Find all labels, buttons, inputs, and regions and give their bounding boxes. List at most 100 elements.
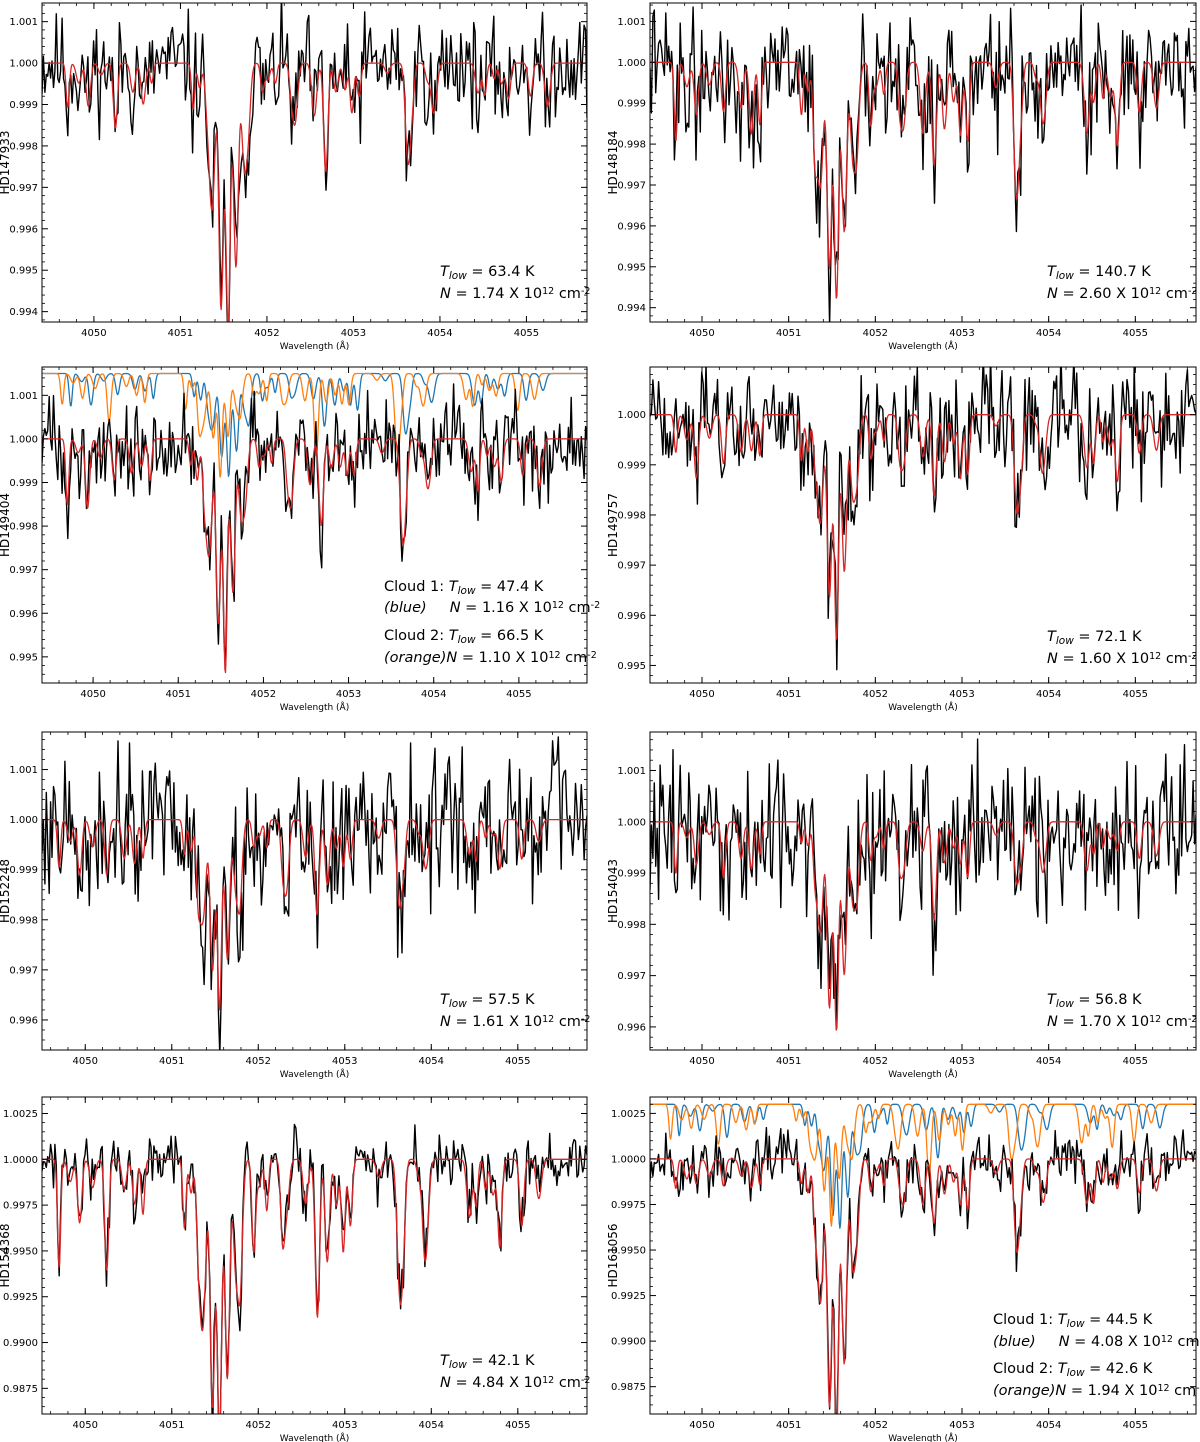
x-tick-label: 4052 xyxy=(251,689,276,700)
fit-annotation: Cloud 1: Tlow = 47.4 K xyxy=(384,579,544,597)
y-axis-label-star: HD152248 xyxy=(0,859,12,923)
x-tick-label: 4054 xyxy=(1036,1056,1061,1067)
x-tick-label: 4051 xyxy=(166,689,191,700)
fit-annotation: Tlow = 72.1 K xyxy=(1047,629,1142,647)
x-tick-label: 4051 xyxy=(776,328,801,339)
spectrum-panel-hd148184: 4050 4051 4052 4053 4054 4055 0.994 0.995 0.996 0… xyxy=(606,2,1197,352)
y-tick-label: 1.000 xyxy=(9,434,38,445)
x-axis-label: Wavelength (Å) xyxy=(280,340,349,352)
x-tick-label: 4050 xyxy=(689,689,714,700)
y-tick-label: 0.996 xyxy=(9,609,38,620)
x-tick-label: 4051 xyxy=(159,1420,184,1431)
x-tick-label: 4055 xyxy=(1123,328,1148,339)
cloud-2-model-line xyxy=(650,1103,1196,1227)
y-tick-label: 0.997 xyxy=(9,965,38,976)
y-tick-label: 1.001 xyxy=(9,765,38,776)
x-tick-label: 4051 xyxy=(159,1056,184,1067)
y-tick-label: 0.9925 xyxy=(611,1291,646,1302)
fit-annotation: Cloud 1: Tlow = 44.5 K xyxy=(993,1312,1153,1330)
x-tick-label: 4055 xyxy=(505,1056,530,1067)
observed-spectrum-line xyxy=(42,3,587,322)
x-tick-label: 4050 xyxy=(73,1420,98,1431)
y-tick-label: 0.9975 xyxy=(3,1201,38,1212)
fit-annotation: Cloud 2: Tlow = 42.6 K xyxy=(993,1361,1153,1379)
model-fit-line xyxy=(42,438,587,674)
cloud-2-model-line xyxy=(42,372,587,478)
y-tick-label: 0.999 xyxy=(617,869,646,880)
y-tick-label: 1.001 xyxy=(617,17,646,28)
fit-annotation: Tlow = 56.8 K xyxy=(1047,992,1142,1010)
spectrum-panel-hd154368: 4050 4051 4052 4053 4054 4055 0.9875 0.9900 0.99… xyxy=(0,1096,590,1442)
plot-area xyxy=(42,3,587,322)
x-tick-label: 4050 xyxy=(689,1420,714,1431)
fit-annotation: (blue) N = 1.16 X 1012 cm-2 xyxy=(384,600,600,616)
x-tick-label: 4051 xyxy=(776,1420,801,1431)
x-axis-label: Wavelength (Å) xyxy=(888,340,957,352)
y-tick-label: 1.001 xyxy=(617,766,646,777)
y-tick-label: 0.998 xyxy=(9,522,38,533)
observed-spectrum-line xyxy=(42,736,587,1050)
fit-annotation: Cloud 2: Tlow = 66.5 K xyxy=(384,628,544,646)
x-tick-label: 4055 xyxy=(1123,1420,1148,1431)
observed-spectrum-line xyxy=(42,383,587,667)
x-tick-label: 4053 xyxy=(949,689,974,700)
y-tick-label: 0.995 xyxy=(9,652,38,663)
x-tick-label: 4052 xyxy=(246,1056,271,1067)
model-fit-line xyxy=(42,818,587,1011)
plot-area xyxy=(650,367,1196,671)
y-tick-label: 0.9875 xyxy=(611,1382,646,1393)
y-tick-label: 0.998 xyxy=(617,920,646,931)
model-fit-line xyxy=(650,1158,1196,1414)
plot-area xyxy=(650,738,1196,1031)
y-axis-label-star: HD161056 xyxy=(606,1223,620,1287)
y-tick-label: 0.994 xyxy=(9,307,38,318)
x-tick-label: 4050 xyxy=(689,1056,714,1067)
y-tick-label: 0.998 xyxy=(617,510,646,521)
y-axis-label-star: HD147933 xyxy=(0,130,12,194)
y-tick-label: 0.997 xyxy=(617,561,646,572)
model-fit-line xyxy=(650,414,1196,640)
x-tick-label: 4053 xyxy=(332,1420,357,1431)
x-tick-label: 4055 xyxy=(1123,1056,1148,1067)
y-tick-label: 0.9975 xyxy=(611,1200,646,1211)
axes-frame xyxy=(41,731,588,1051)
model-fit-line xyxy=(650,821,1196,1031)
y-tick-label: 1.000 xyxy=(617,410,646,421)
y-tick-label: 0.995 xyxy=(9,266,38,277)
y-tick-label: 1.0025 xyxy=(611,1109,646,1120)
axes-frame xyxy=(41,1096,588,1415)
y-tick-label: 0.997 xyxy=(9,183,38,194)
x-tick-label: 4052 xyxy=(863,1420,888,1431)
fit-annotation: N = 1.74 X 1012 cm-2 xyxy=(440,286,590,302)
spectrum-panel-hd152248: 4050 4051 4052 4053 4054 4055 0.996 0.997 0.998 0… xyxy=(0,731,590,1080)
axes-frame xyxy=(649,2,1197,323)
y-tick-label: 0.996 xyxy=(9,1015,38,1026)
y-tick-label: 0.998 xyxy=(617,140,646,151)
x-tick-label: 4052 xyxy=(863,689,888,700)
x-tick-label: 4054 xyxy=(427,328,452,339)
fit-annotation: (orange)N = 1.94 X 1012 cm-2 xyxy=(993,1383,1200,1399)
spectrum-panel-hd154043: 4050 4051 4052 4053 4054 4055 0.996 0.997 0.998 0… xyxy=(606,731,1197,1080)
x-axis-label: Wavelength (Å) xyxy=(888,1068,957,1080)
y-tick-label: 1.000 xyxy=(617,817,646,828)
y-tick-label: 0.994 xyxy=(617,303,646,314)
observed-spectrum-line xyxy=(650,738,1196,1026)
y-axis-label-star: HD154043 xyxy=(606,859,620,923)
cloud-1-model-line xyxy=(650,1103,1196,1229)
y-axis-label-star: HD149404 xyxy=(0,493,12,557)
model-fit-line xyxy=(650,61,1196,299)
x-tick-label: 4050 xyxy=(80,689,105,700)
y-tick-label: 0.997 xyxy=(617,971,646,982)
y-tick-label: 0.9950 xyxy=(611,1246,646,1257)
x-tick-label: 4055 xyxy=(506,689,531,700)
x-tick-label: 4052 xyxy=(863,328,888,339)
x-tick-label: 4054 xyxy=(1036,1420,1061,1431)
x-tick-label: 4052 xyxy=(254,328,279,339)
y-tick-label: 1.0025 xyxy=(3,1109,38,1120)
x-tick-label: 4053 xyxy=(949,1420,974,1431)
model-fit-line xyxy=(42,1158,587,1414)
fit-annotation: Tlow = 42.1 K xyxy=(440,1353,535,1371)
y-tick-label: 0.996 xyxy=(617,611,646,622)
y-tick-label: 0.998 xyxy=(9,141,38,152)
y-tick-label: 0.999 xyxy=(9,865,38,876)
